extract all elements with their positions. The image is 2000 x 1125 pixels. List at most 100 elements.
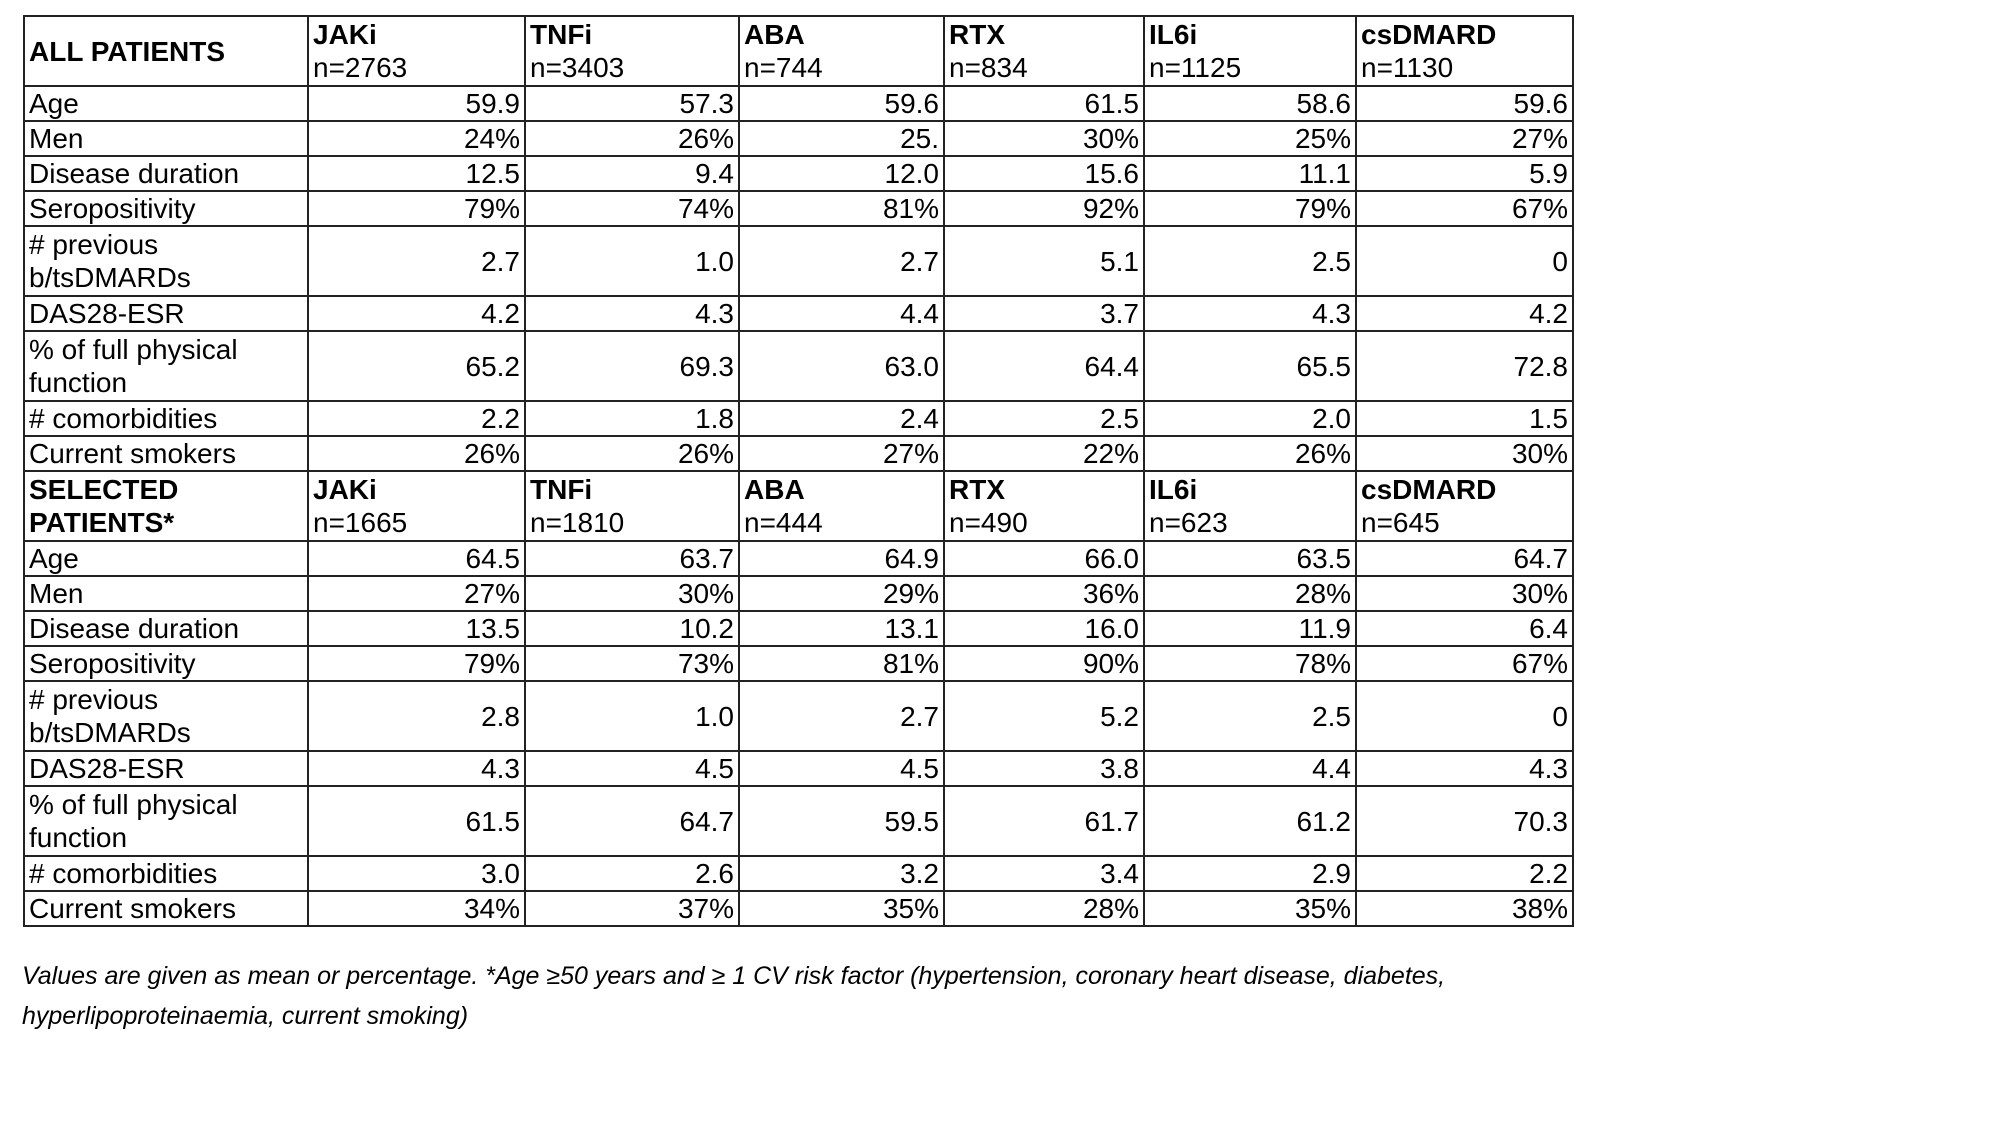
row-label: Current smokers	[23, 890, 309, 927]
table-row: # previous b/tsDMARDs 2.8 1.0 2.7 5.2 2.5 0	[23, 680, 1574, 752]
table-cell: 3.8	[943, 750, 1145, 787]
table-cell: 30%	[943, 120, 1145, 157]
table-cell: 12.0	[738, 155, 945, 192]
table-cell: 63.5	[1143, 540, 1357, 577]
table-cell: 26%	[307, 435, 526, 472]
column-name: IL6i	[1149, 19, 1198, 50]
column-n: n=744	[744, 52, 823, 83]
table-cell: 0	[1355, 680, 1574, 752]
table-cell: 1.8	[524, 400, 740, 437]
table-cell: 12.5	[307, 155, 526, 192]
table-cell: 81%	[738, 645, 945, 682]
table-cell: 35%	[738, 890, 945, 927]
table-cell: 74%	[524, 190, 740, 227]
column-name: RTX	[949, 19, 1005, 50]
column-n: n=444	[744, 507, 823, 538]
table-cell: 64.4	[943, 330, 1145, 402]
table-row: Current smokers 26% 26% 27% 22% 26% 30%	[23, 435, 1574, 472]
table-cell: 30%	[1355, 575, 1574, 612]
table-cell: 29%	[738, 575, 945, 612]
section-header-row: SELECTED PATIENTS* JAKi n=1665 TNFi n=1810 AB…	[23, 470, 1574, 542]
column-n: n=1130	[1361, 52, 1454, 83]
table-cell: 63.7	[524, 540, 740, 577]
table-row: Seropositivity 79% 73% 81% 90% 78% 67%	[23, 645, 1574, 682]
row-label: Disease duration	[23, 610, 309, 647]
column-header: RTX n=490	[943, 470, 1145, 542]
table-cell: 64.9	[738, 540, 945, 577]
table-row: Disease duration 12.5 9.4 12.0 15.6 11.1 5.9	[23, 155, 1574, 192]
table-cell: 27%	[738, 435, 945, 472]
table-cell: 2.7	[307, 225, 526, 297]
table-cell: 67%	[1355, 190, 1574, 227]
column-n: n=490	[949, 507, 1028, 538]
table-cell: 59.6	[1355, 85, 1574, 122]
table-cell: 4.3	[1143, 295, 1357, 332]
column-n: n=623	[1149, 507, 1228, 538]
table-cell: 27%	[1355, 120, 1574, 157]
column-name: ABA	[744, 19, 805, 50]
table-row: Disease duration 13.5 10.2 13.1 16.0 11.9 6.4	[23, 610, 1574, 647]
table-cell: 35%	[1143, 890, 1357, 927]
row-label: Disease duration	[23, 155, 309, 192]
table-cell: 61.5	[943, 85, 1145, 122]
table-cell: 0	[1355, 225, 1574, 297]
table-cell: 2.6	[524, 855, 740, 892]
table-cell: 37%	[524, 890, 740, 927]
table-row: DAS28-ESR 4.2 4.3 4.4 3.7 4.3 4.2	[23, 295, 1574, 332]
table-cell: 4.3	[524, 295, 740, 332]
table-cell: 24%	[307, 120, 526, 157]
table-cell: 3.4	[943, 855, 1145, 892]
table-row: Age 64.5 63.7 64.9 66.0 63.5 64.7	[23, 540, 1574, 577]
column-n: n=1810	[530, 507, 625, 538]
column-header: IL6i n=623	[1143, 470, 1357, 542]
table-row: Age 59.9 57.3 59.6 61.5 58.6 59.6	[23, 85, 1574, 122]
table-cell: 79%	[307, 190, 526, 227]
table-cell: 59.6	[738, 85, 945, 122]
row-label: # previous b/tsDMARDs	[23, 680, 309, 752]
table-cell: 2.8	[307, 680, 526, 752]
table-cell: 38%	[1355, 890, 1574, 927]
table-cell: 79%	[307, 645, 526, 682]
table-cell: 25.	[738, 120, 945, 157]
section-title: ALL PATIENTS	[23, 15, 309, 87]
table-cell: 79%	[1143, 190, 1357, 227]
table-cell: 5.2	[943, 680, 1145, 752]
row-label: Current smokers	[23, 435, 309, 472]
table-cell: 59.9	[307, 85, 526, 122]
table-row: Men 24% 26% 25. 30% 25% 27%	[23, 120, 1574, 157]
table-cell: 70.3	[1355, 785, 1574, 857]
column-header: JAKi n=2763	[307, 15, 526, 87]
row-label: DAS28-ESR	[23, 295, 309, 332]
column-name: JAKi	[313, 19, 377, 50]
table-cell: 2.2	[1355, 855, 1574, 892]
table-cell: 9.4	[524, 155, 740, 192]
row-label: # previous b/tsDMARDs	[23, 225, 309, 297]
table-cell: 61.2	[1143, 785, 1357, 857]
table-cell: 2.7	[738, 225, 945, 297]
table-row: # previous b/tsDMARDs 2.7 1.0 2.7 5.1 2.5 0	[23, 225, 1574, 297]
table-row: # comorbidities 3.0 2.6 3.2 3.4 2.9 2.2	[23, 855, 1574, 892]
table-cell: 57.3	[524, 85, 740, 122]
row-label: % of full physical function	[23, 785, 309, 857]
column-name: RTX	[949, 474, 1005, 505]
table-cell: 61.7	[943, 785, 1145, 857]
table-cell: 34%	[307, 890, 526, 927]
patient-characteristics-table: ALL PATIENTS JAKi n=2763 TNFi n=3403 ABA n=744…	[23, 15, 1574, 927]
table-cell: 4.5	[524, 750, 740, 787]
row-label: Men	[23, 575, 309, 612]
table-cell: 72.8	[1355, 330, 1574, 402]
table-cell: 10.2	[524, 610, 740, 647]
column-header: TNFi n=1810	[524, 470, 740, 542]
table-cell: 16.0	[943, 610, 1145, 647]
table-cell: 92%	[943, 190, 1145, 227]
column-name: IL6i	[1149, 474, 1198, 505]
table-cell: 4.4	[1143, 750, 1357, 787]
row-label: DAS28-ESR	[23, 750, 309, 787]
table-cell: 26%	[524, 435, 740, 472]
column-header: JAKi n=1665	[307, 470, 526, 542]
table-cell: 63.0	[738, 330, 945, 402]
table-row: Current smokers 34% 37% 35% 28% 35% 38%	[23, 890, 1574, 927]
table-row: % of full physical function 65.2 69.3 63.0 6…	[23, 330, 1574, 402]
table-cell: 2.0	[1143, 400, 1357, 437]
table-cell: 36%	[943, 575, 1145, 612]
